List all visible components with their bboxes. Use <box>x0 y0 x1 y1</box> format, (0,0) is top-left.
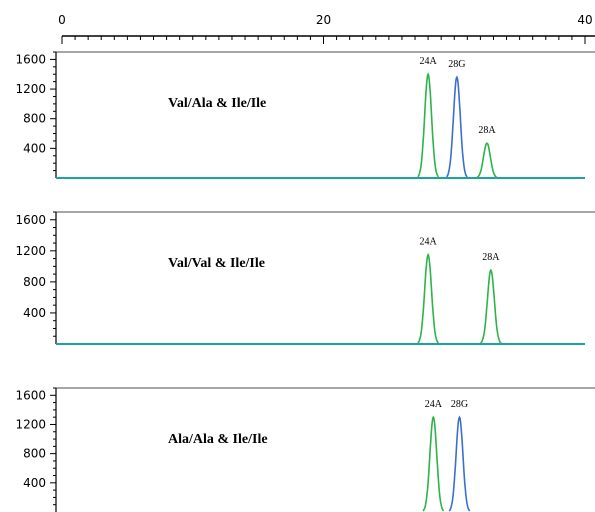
peak-label: 28A <box>478 125 496 136</box>
peak-label: 28G <box>448 59 465 70</box>
peak-trace <box>417 252 439 344</box>
peak-trace <box>422 415 445 512</box>
genotype-label: Ala/Ala & Ile/Ile <box>168 432 268 447</box>
peak-label: 24A <box>419 237 437 248</box>
y-axis-tick-label: 1200 <box>15 82 46 96</box>
peak-label: 28G <box>451 399 468 410</box>
y-axis-tick-label: 800 <box>23 447 46 461</box>
peak-trace <box>417 72 440 178</box>
peak-label: 28A <box>482 252 500 263</box>
top-axis-tick-label: 40 <box>577 13 592 27</box>
y-axis-tick-label: 800 <box>23 275 46 289</box>
top-axis-tick-label: 0 <box>58 13 66 27</box>
y-axis-tick-label: 400 <box>23 476 46 490</box>
peak-label: 24A <box>419 56 437 67</box>
peak-trace <box>476 142 498 179</box>
peak-trace <box>479 268 502 344</box>
peak-trace <box>448 415 471 512</box>
genotype-label: Val/Val & Ile/Ile <box>168 256 265 271</box>
y-axis-tick-label: 1200 <box>15 244 46 258</box>
y-axis-tick-label: 400 <box>23 141 46 155</box>
y-axis-tick-label: 1200 <box>15 417 46 431</box>
y-axis-tick-label: 400 <box>23 306 46 320</box>
y-axis-tick-label: 800 <box>23 112 46 126</box>
genotype-label: Val/Ala & Ile/Ile <box>168 96 266 111</box>
peak-label: 24A <box>425 399 443 410</box>
y-axis-tick-label: 1600 <box>15 388 46 402</box>
y-axis-tick-label: 1600 <box>15 213 46 227</box>
y-axis-tick-label: 1600 <box>15 52 46 66</box>
top-axis-tick-label: 20 <box>316 13 331 27</box>
peak-trace <box>445 75 468 178</box>
